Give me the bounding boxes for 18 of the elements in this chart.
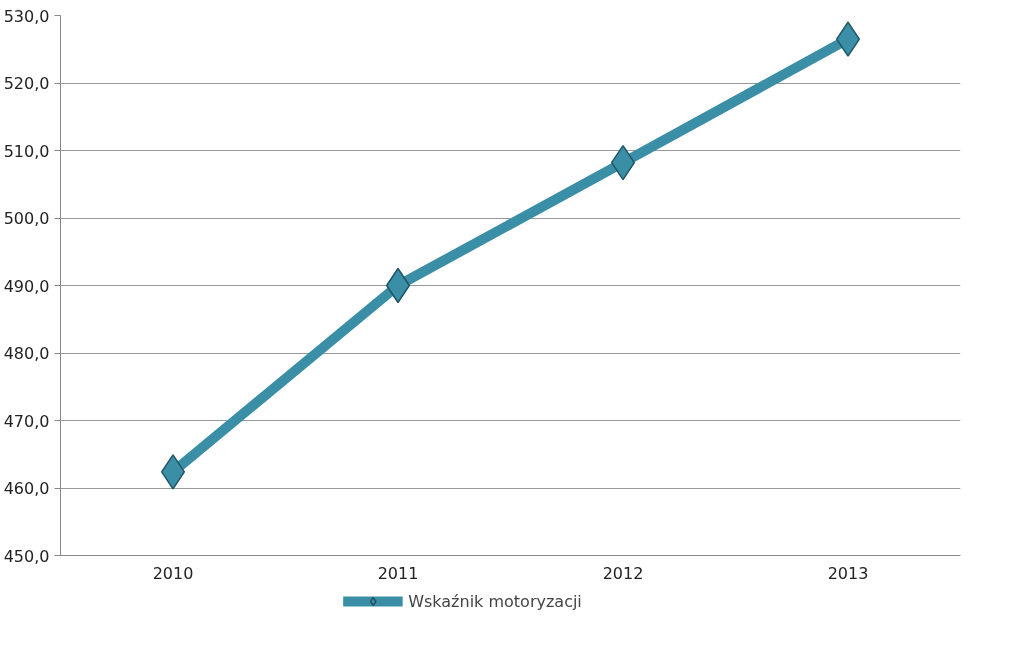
y-tick-label: 460,0 bbox=[3, 479, 50, 498]
point bbox=[160, 454, 186, 490]
point bbox=[835, 21, 861, 57]
y-tick-label: 510,0 bbox=[3, 141, 50, 161]
legend-label: Wskaźnik motoryzacji bbox=[408, 591, 582, 611]
x-tick-label: 2011 bbox=[377, 563, 419, 583]
y-tick-label: 500,0 bbox=[3, 209, 50, 228]
y-tick-label: 480,0 bbox=[3, 344, 50, 363]
x-tick-label: 2012 bbox=[602, 563, 644, 583]
y-tick-label: 470,0 bbox=[3, 411, 50, 431]
point bbox=[385, 267, 411, 304]
y-tick-label: 490,0 bbox=[3, 276, 50, 296]
x-tick-label: 2013 bbox=[827, 563, 869, 583]
point bbox=[610, 144, 636, 181]
y-tick-label: 530,0 bbox=[3, 6, 50, 26]
x-tick-label: 2010 bbox=[152, 563, 194, 583]
y-tick-label: 520,0 bbox=[3, 74, 50, 93]
y-tick-label: 450,0 bbox=[3, 546, 50, 566]
